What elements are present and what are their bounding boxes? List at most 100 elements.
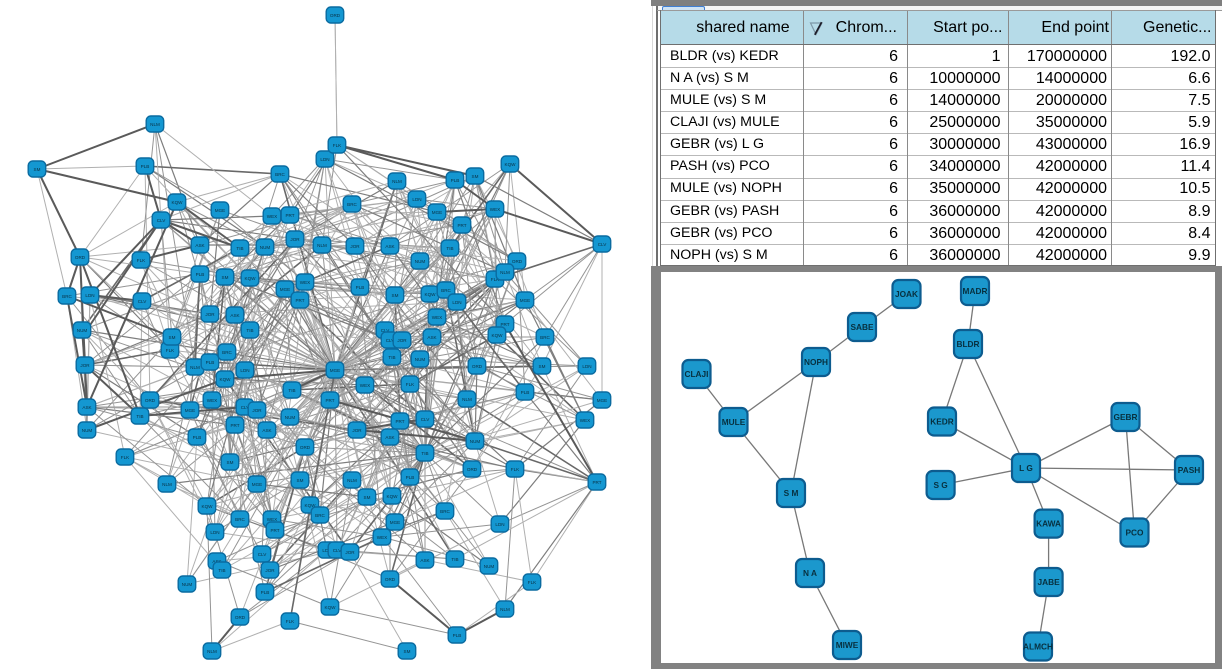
svg-text:SM: SM xyxy=(169,335,176,340)
svg-text:LDN: LDN xyxy=(452,300,461,305)
svg-text:ORD: ORD xyxy=(512,259,523,264)
svg-text:KQW: KQW xyxy=(325,605,337,610)
svg-text:NLM: NLM xyxy=(317,243,327,248)
svg-text:SM: SM xyxy=(404,649,411,654)
svg-text:ORD: ORD xyxy=(235,615,246,620)
svg-text:CLV: CLV xyxy=(241,405,251,410)
svg-text:FLK: FLK xyxy=(333,143,342,148)
svg-text:ASK: ASK xyxy=(212,559,222,564)
svg-text:WEX: WEX xyxy=(360,383,370,388)
svg-text:LDN: LDN xyxy=(320,157,329,162)
svg-text:ORD: ORD xyxy=(385,577,396,582)
svg-text:CLAJI: CLAJI xyxy=(685,369,709,379)
svg-text:NUM: NUM xyxy=(415,259,426,264)
svg-text:CLV: CLV xyxy=(157,218,167,223)
svg-text:KQW: KQW xyxy=(425,292,437,297)
svg-text:KQW: KQW xyxy=(492,333,504,338)
svg-text:FLK: FLK xyxy=(166,348,175,353)
svg-text:BRC: BRC xyxy=(315,513,325,518)
svg-text:CLV: CLV xyxy=(386,338,396,343)
svg-text:NLM: NLM xyxy=(462,397,472,402)
svg-text:ORD: ORD xyxy=(472,364,483,369)
svg-text:JOR: JOR xyxy=(397,338,407,343)
svg-text:JOR: JOR xyxy=(350,244,360,249)
svg-text:ASK: ASK xyxy=(385,435,395,440)
svg-text:BLDR: BLDR xyxy=(956,339,979,349)
svg-text:MGE: MGE xyxy=(597,398,607,403)
svg-text:CLV: CLV xyxy=(421,417,431,422)
svg-text:SM: SM xyxy=(222,275,229,280)
svg-text:ORD: ORD xyxy=(145,398,156,403)
svg-text:L G: L G xyxy=(1019,463,1033,473)
svg-text:PRT: PRT xyxy=(270,528,279,533)
svg-text:PRT: PRT xyxy=(395,419,404,424)
svg-text:LDN: LDN xyxy=(582,364,591,369)
svg-text:FLK: FLK xyxy=(121,455,130,460)
svg-text:S G: S G xyxy=(933,480,947,490)
svg-text:KAWA: KAWA xyxy=(1036,518,1061,528)
svg-text:FLK: FLK xyxy=(406,382,415,387)
svg-text:FLK: FLK xyxy=(511,467,520,472)
svg-text:FLK: FLK xyxy=(491,277,500,282)
svg-text:PLB: PLB xyxy=(521,390,530,395)
svg-text:TIB: TIB xyxy=(136,414,143,419)
svg-text:FLK: FLK xyxy=(286,619,295,624)
svg-text:MGE: MGE xyxy=(330,368,340,373)
svg-text:NLM: NLM xyxy=(150,122,160,127)
svg-text:SABE: SABE xyxy=(850,322,874,332)
svg-text:CLV: CLV xyxy=(138,299,148,304)
svg-text:TIB: TIB xyxy=(446,246,453,251)
svg-text:SM: SM xyxy=(297,478,304,483)
svg-text:NLM: NLM xyxy=(207,649,217,654)
svg-text:PLB: PLB xyxy=(451,178,460,183)
svg-text:ASK: ASK xyxy=(420,558,430,563)
svg-text:PRT: PRT xyxy=(592,480,601,485)
svg-text:BRC: BRC xyxy=(441,288,451,293)
svg-text:MIWE: MIWE xyxy=(836,640,859,650)
svg-text:ASK: ASK xyxy=(262,428,272,433)
svg-text:PCO: PCO xyxy=(1126,527,1145,537)
svg-text:PLB: PLB xyxy=(406,475,415,480)
svg-text:TIB: TIB xyxy=(451,557,458,562)
svg-text:ORD: ORD xyxy=(300,445,311,450)
svg-text:PLB: PLB xyxy=(196,272,205,277)
svg-text:PRT: PRT xyxy=(325,398,334,403)
svg-text:TIB: TIB xyxy=(388,355,395,360)
svg-text:NUM: NUM xyxy=(260,245,271,250)
svg-text:NUM: NUM xyxy=(285,415,296,420)
svg-text:WEX: WEX xyxy=(207,398,217,403)
svg-text:MGE: MGE xyxy=(280,287,290,292)
svg-text:JOR: JOR xyxy=(265,568,275,573)
svg-text:ALMCH: ALMCH xyxy=(1023,641,1053,651)
svg-text:CLV: CLV xyxy=(598,242,608,247)
svg-text:MULE: MULE xyxy=(722,417,746,427)
svg-text:WEX: WEX xyxy=(490,207,500,212)
svg-text:MADR: MADR xyxy=(963,286,988,296)
svg-text:JOR: JOR xyxy=(205,312,215,317)
svg-text:SM: SM xyxy=(364,495,371,500)
svg-text:PRT: PRT xyxy=(295,298,304,303)
svg-text:LDN: LDN xyxy=(85,293,94,298)
svg-text:ORD: ORD xyxy=(330,13,341,18)
svg-text:MGE: MGE xyxy=(215,208,225,213)
svg-text:BRC: BRC xyxy=(275,172,285,177)
svg-text:PRT: PRT xyxy=(285,213,294,218)
svg-text:ORD: ORD xyxy=(467,467,478,472)
svg-text:PLB: PLB xyxy=(193,435,202,440)
svg-text:ASK: ASK xyxy=(385,244,395,249)
svg-text:JOAK: JOAK xyxy=(895,289,918,299)
svg-text:CLV: CLV xyxy=(258,552,268,557)
svg-text:WEX: WEX xyxy=(267,517,277,522)
svg-text:LDN: LDN xyxy=(495,522,504,527)
svg-text:NUM: NUM xyxy=(484,564,495,569)
svg-text:NUM: NUM xyxy=(415,357,426,362)
svg-text:KQW: KQW xyxy=(245,276,257,281)
svg-text:KQW: KQW xyxy=(505,162,517,167)
svg-text:PLB: PLB xyxy=(206,360,215,365)
svg-text:SM: SM xyxy=(227,460,234,465)
svg-text:PASH: PASH xyxy=(1178,465,1200,475)
svg-text:ASK: ASK xyxy=(230,313,240,318)
svg-text:TIB: TIB xyxy=(218,568,225,573)
svg-text:BRC: BRC xyxy=(540,335,550,340)
svg-text:SM: SM xyxy=(472,174,479,179)
